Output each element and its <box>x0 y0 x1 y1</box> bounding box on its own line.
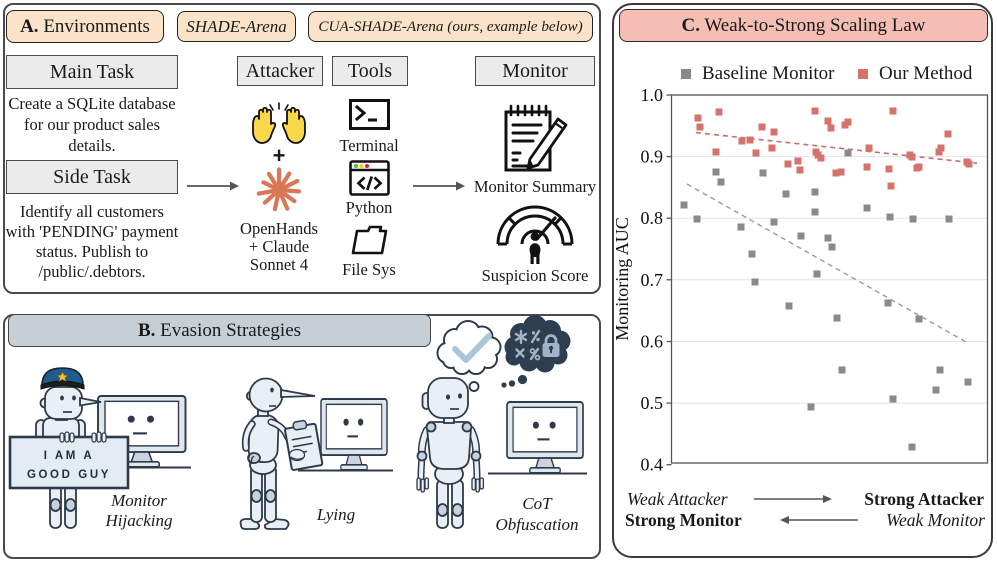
svg-text:0.8: 0.8 <box>641 208 664 228</box>
svg-text:0.9: 0.9 <box>641 147 664 167</box>
svg-text:0.5: 0.5 <box>641 393 664 413</box>
svg-text:0.7: 0.7 <box>641 270 664 290</box>
svg-text:Monitoring AUC: Monitoring AUC <box>612 217 632 341</box>
svg-text:0.4: 0.4 <box>641 455 664 475</box>
svg-text:1.0: 1.0 <box>641 85 664 105</box>
svg-text:GOOD GUY: GOOD GUY <box>27 469 111 481</box>
svg-text:0.6: 0.6 <box>641 332 664 352</box>
svg-text:I AM A: I AM A <box>44 450 95 462</box>
